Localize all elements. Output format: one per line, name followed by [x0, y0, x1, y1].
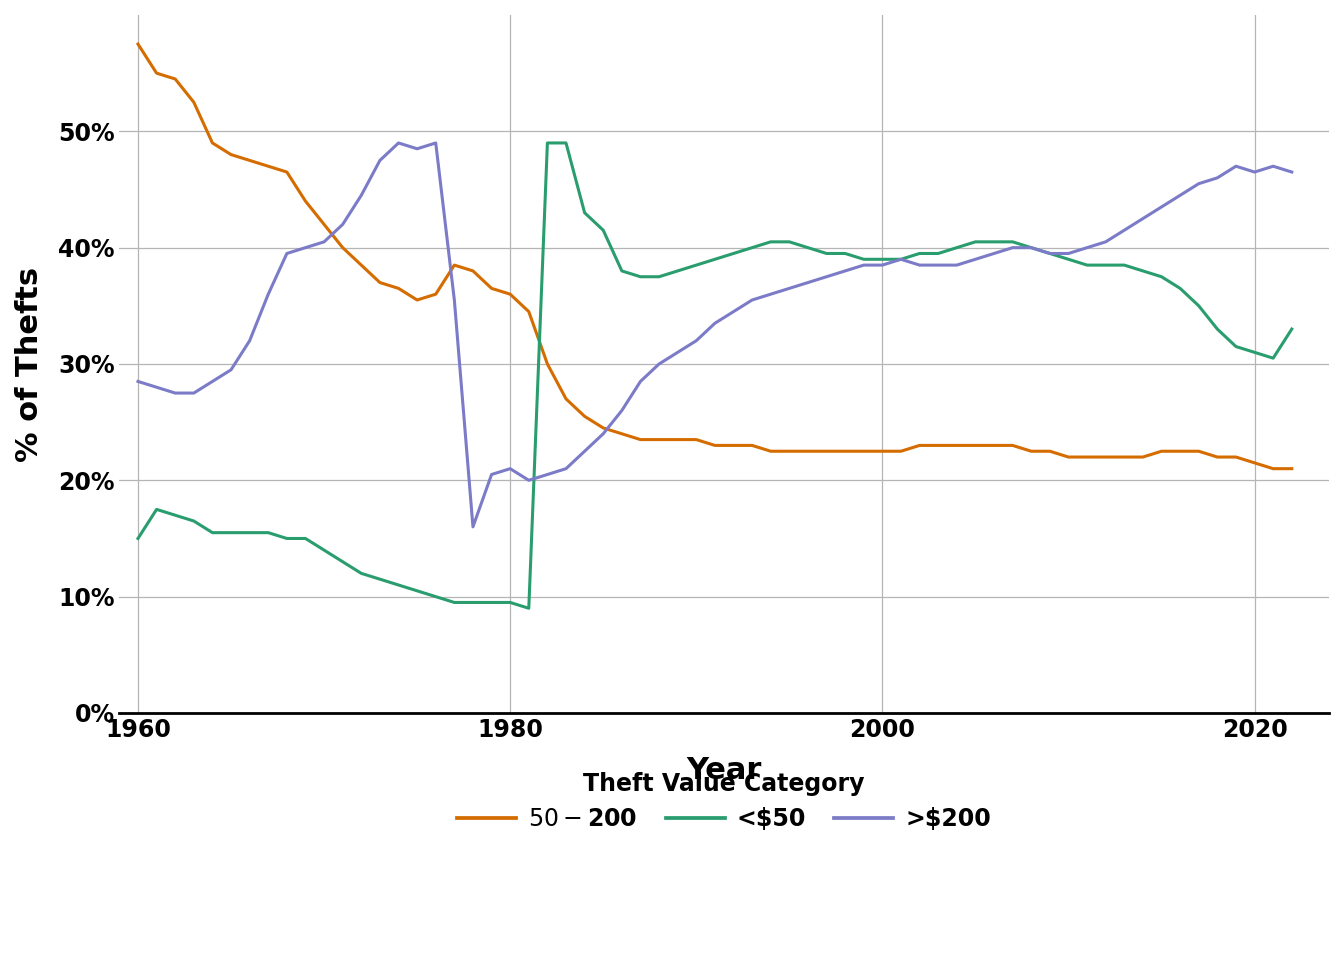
<$50: [520, 603, 536, 614]
$50-$200: [1284, 463, 1300, 474]
<$50: [446, 597, 462, 609]
>$200: [484, 468, 500, 480]
$50-$200: [130, 38, 146, 50]
Line: <$50: <$50: [138, 143, 1292, 609]
Legend: $50-$200, <$50, >$200: $50-$200, <$50, >$200: [448, 762, 1000, 841]
>$200: [707, 318, 723, 329]
$50-$200: [669, 434, 685, 445]
Line: >$200: >$200: [138, 143, 1292, 527]
>$200: [1265, 160, 1281, 172]
$50-$200: [930, 440, 946, 451]
$50-$200: [446, 259, 462, 271]
>$200: [745, 295, 761, 306]
<$50: [968, 236, 984, 248]
<$50: [745, 242, 761, 253]
$50-$200: [1246, 457, 1262, 468]
Y-axis label: % of Thefts: % of Thefts: [15, 267, 44, 462]
>$200: [391, 137, 407, 149]
>$200: [1284, 166, 1300, 178]
X-axis label: Year: Year: [687, 756, 762, 784]
>$200: [130, 375, 146, 387]
>$200: [465, 521, 481, 533]
<$50: [707, 253, 723, 265]
<$50: [1265, 352, 1281, 364]
<$50: [1284, 324, 1300, 335]
<$50: [130, 533, 146, 544]
Line: $50-$200: $50-$200: [138, 44, 1292, 468]
$50-$200: [484, 282, 500, 294]
$50-$200: [1265, 463, 1281, 474]
<$50: [484, 597, 500, 609]
>$200: [968, 253, 984, 265]
>$200: [520, 474, 536, 486]
<$50: [539, 137, 555, 149]
$50-$200: [707, 440, 723, 451]
